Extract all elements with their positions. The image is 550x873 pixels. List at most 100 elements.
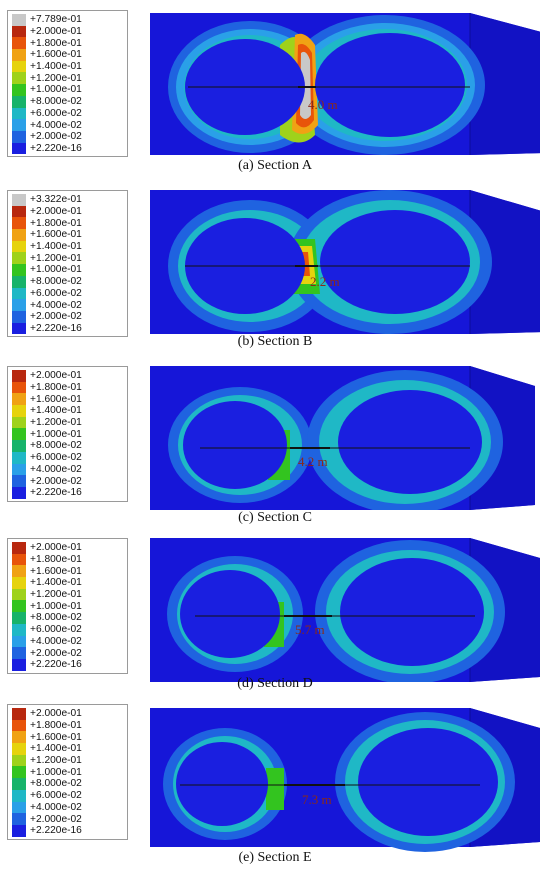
legend-label: +1.400e-01	[30, 577, 82, 589]
legend-label: +1.200e-01	[30, 252, 82, 264]
legend-row: +1.000e-01	[12, 84, 127, 96]
legend-label: +1.600e-01	[30, 565, 82, 577]
legend-row: +8.000e-02	[12, 440, 127, 452]
figure-caption: (d) Section D	[237, 676, 313, 691]
legend-row: +6.000e-02	[12, 107, 127, 120]
distance-label: 4.2 m	[298, 454, 328, 469]
legend-row-max: +7.789e-01	[12, 14, 127, 26]
legend-row: +6.000e-02	[12, 789, 127, 802]
legend-swatch	[12, 130, 26, 143]
panel-section-a: +7.789e-01 +2.000e-01 +1.800e-01 +1.600e…	[0, 0, 550, 176]
legend-swatch	[12, 463, 26, 476]
legend-row: +6.000e-02	[12, 451, 127, 464]
legend-swatch	[12, 310, 26, 323]
legend-label: +1.400e-01	[30, 61, 82, 73]
legend-row: +1.600e-01	[12, 229, 127, 241]
legend-row: +1.800e-01	[12, 37, 127, 50]
legend-label: +4.000e-02	[30, 635, 82, 647]
legend-row: +2.000e-01	[12, 205, 127, 218]
legend-label: +2.000e-02	[30, 647, 82, 659]
legend: +3.322e-01 +2.000e-01 +1.800e-01 +1.600e…	[7, 190, 128, 338]
legend-swatch	[12, 405, 26, 417]
legend-label: +2.220e-16	[30, 825, 82, 837]
legend-label: +6.000e-02	[30, 790, 82, 802]
legend-row: +1.800e-01	[12, 381, 127, 394]
legend-label: +2.000e-02	[30, 475, 82, 487]
legend-row: +4.000e-02	[12, 635, 127, 648]
legend: +2.000e-01 +1.800e-01 +1.600e-01 +1.400e…	[7, 538, 128, 674]
legend-row: +1.400e-01	[12, 743, 127, 755]
legend-swatch	[12, 49, 26, 61]
legend-row: +2.220e-16	[12, 824, 127, 837]
legend-row: +2.000e-02	[12, 647, 127, 659]
legend-swatch	[12, 824, 26, 837]
legend-swatch	[12, 588, 26, 601]
legend-row: +2.000e-02	[12, 310, 127, 323]
legend-swatch	[12, 623, 26, 636]
legend-label: +6.000e-02	[30, 452, 82, 464]
legend-row: +8.000e-02	[12, 95, 127, 108]
legend-swatch	[12, 647, 26, 659]
legend-label: +4.000e-02	[30, 299, 82, 311]
legend-row: +1.200e-01	[12, 416, 127, 429]
legend-swatch	[12, 381, 26, 394]
contour-plot	[150, 538, 540, 682]
legend-row: +1.200e-01	[12, 72, 127, 85]
legend-label: +2.000e-02	[30, 311, 82, 323]
legend-swatch	[12, 708, 26, 720]
legend-swatch	[12, 743, 26, 755]
legend-swatch	[12, 766, 26, 779]
legend-label: +1.600e-01	[30, 49, 82, 61]
figure-caption: (e) Section E	[238, 850, 312, 865]
legend-swatch	[12, 486, 26, 499]
legend-row: +1.600e-01	[12, 731, 127, 744]
legend-row: +4.000e-02	[12, 299, 127, 311]
legend-label: +1.000e-01	[30, 600, 82, 612]
legend-label: +1.600e-01	[30, 393, 82, 405]
legend-label: +2.000e-01	[30, 26, 82, 38]
legend-swatch	[12, 600, 26, 613]
legend-row: +6.000e-02	[12, 623, 127, 636]
legend-label: +4.000e-02	[30, 119, 82, 131]
legend-row: +1.200e-01	[12, 588, 127, 601]
legend-label: +2.000e-01	[30, 370, 82, 382]
legend-label: +1.800e-01	[30, 217, 82, 229]
legend-label: +8.000e-02	[30, 96, 82, 108]
legend-label: +2.220e-16	[30, 322, 82, 334]
legend-label: +1.000e-01	[30, 766, 82, 778]
legend-row: +1.800e-01	[12, 553, 127, 566]
legend-label: +1.800e-01	[30, 720, 82, 732]
legend-swatch	[12, 194, 26, 206]
legend-swatch	[12, 393, 26, 406]
legend-label: +7.789e-01	[30, 14, 82, 26]
legend-swatch	[12, 252, 26, 265]
legend-swatch	[12, 264, 26, 276]
legend-swatch	[12, 778, 26, 790]
distance-label: 5.7 m	[295, 622, 325, 637]
legend-swatch	[12, 658, 26, 671]
legend-swatch	[12, 217, 26, 230]
legend-row: +1.600e-01	[12, 393, 127, 406]
legend-label: +1.000e-01	[30, 428, 82, 440]
legend-label: +1.000e-01	[30, 264, 82, 276]
legend-label: +6.000e-02	[30, 107, 82, 119]
legend-swatch	[12, 14, 26, 26]
legend-row: +1.400e-01	[12, 240, 127, 253]
legend-swatch	[12, 719, 26, 732]
legend-swatch	[12, 240, 26, 253]
legend-label: +2.000e-02	[30, 813, 82, 825]
legend-label: +2.000e-02	[30, 131, 82, 143]
legend-label: +2.000e-01	[30, 708, 82, 720]
legend-label: +1.800e-01	[30, 382, 82, 394]
legend-row: +1.000e-01	[12, 766, 127, 779]
legend-row: +2.000e-02	[12, 475, 127, 487]
legend-swatch	[12, 789, 26, 802]
distance-label: 7.3 m	[302, 792, 332, 807]
legend-row-max: +3.322e-01	[12, 194, 127, 206]
legend-swatch	[12, 451, 26, 464]
legend-label: +2.220e-16	[30, 487, 82, 499]
legend-label: +8.000e-02	[30, 778, 82, 790]
legend-swatch	[12, 731, 26, 744]
legend-label: +8.000e-02	[30, 612, 82, 624]
legend-label: +4.000e-02	[30, 463, 82, 475]
